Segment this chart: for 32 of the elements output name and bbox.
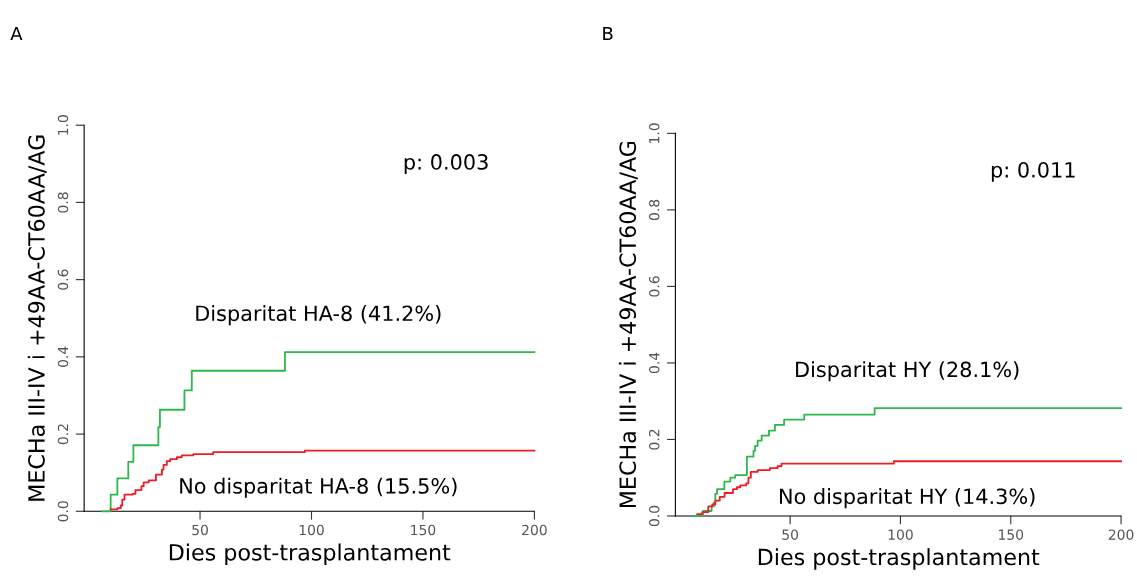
y-tick-label: 0.8	[648, 199, 660, 221]
x-tick-label: 50	[192, 524, 208, 536]
x-tick-label: 100	[888, 529, 913, 540]
x-tick-label: 200	[1108, 529, 1134, 540]
x-axis-title: Dies post-trasplantament	[758, 548, 1040, 570]
series-label: No disparitat HA-8 (15.5%)	[180, 477, 457, 498]
x-tick-label: 100	[299, 524, 324, 536]
y-tick-label: 0.2	[648, 429, 660, 450]
series-label: Disparitat HA-8 (41.2%)	[196, 305, 441, 326]
chart-title: A	[10, 26, 23, 41]
y-tick-label: 1.0	[648, 123, 660, 143]
series-label: Disparitat HY (28.1%)	[796, 361, 1019, 382]
annotation: p: 0.011	[991, 161, 1075, 182]
series-label: No disparitat HY (14.3%)	[780, 488, 1035, 509]
annotation: p: 0.003	[404, 154, 488, 174]
y-axis-title: MECHa III-IV i +49AA-CT60AA/AG	[27, 135, 47, 501]
y-tick-label: 1.0	[57, 115, 69, 135]
y-axis-title: MECHa III-IV i +49AA-CT60AA/AG	[618, 141, 638, 508]
y-tick-label: 0.4	[57, 346, 69, 367]
x-tick-label: 150	[411, 524, 436, 536]
x-tick-label: 150	[999, 529, 1024, 540]
x-tick-label: 50	[782, 529, 799, 540]
y-tick-label: 0.2	[57, 424, 69, 445]
chart-title: B	[603, 26, 613, 41]
y-tick-label: 0.6	[648, 276, 660, 297]
y-tick-label: 0.0	[57, 501, 69, 522]
y-tick-label: 0.6	[57, 269, 69, 290]
y-tick-label: 0.8	[57, 192, 69, 213]
x-axis-title: Dies post-trasplantament	[169, 543, 451, 565]
y-tick-label: 0.4	[648, 352, 660, 374]
y-tick-label: 0.0	[648, 505, 660, 527]
x-tick-label: 200	[522, 524, 547, 536]
